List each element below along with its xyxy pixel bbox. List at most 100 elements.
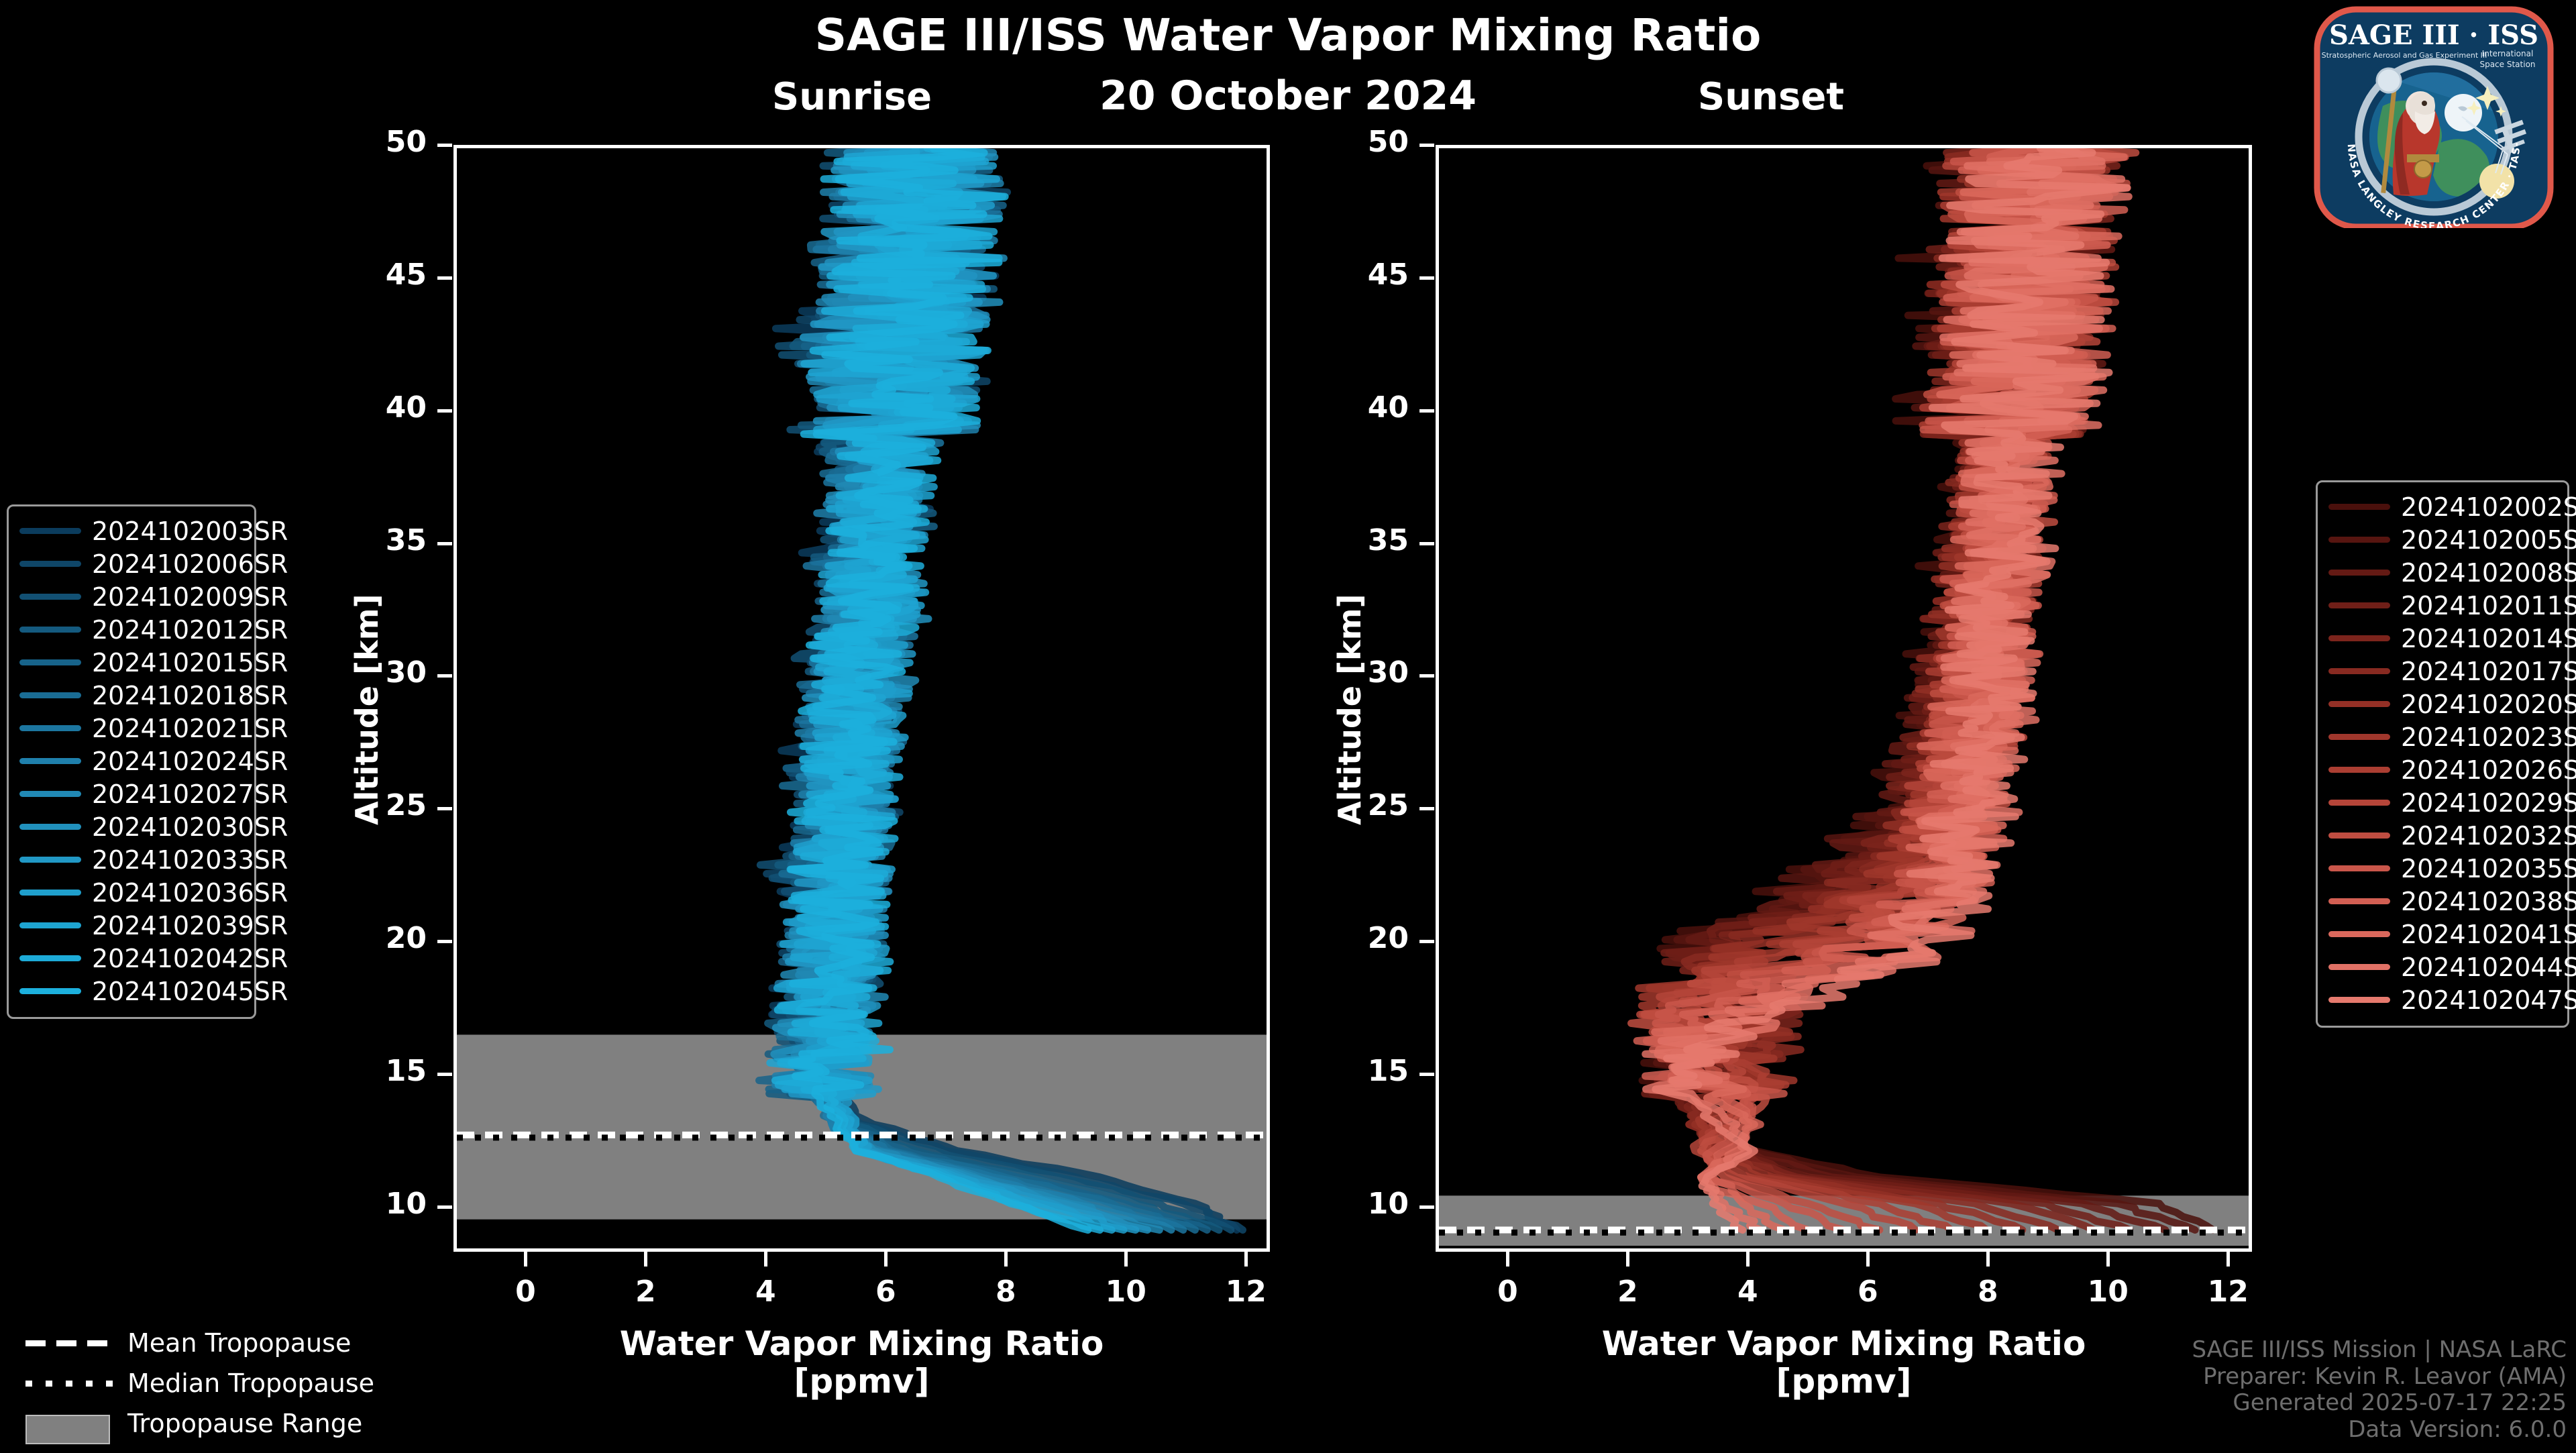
y-axis-tick-mark [437,1072,452,1076]
legend-item-label: 2024102024SR [92,746,288,776]
legend-color-swatch [2328,997,2390,1003]
legend-item[interactable]: 2024102002SS [2328,490,2576,523]
legend-item-label: 2024102005SS [2401,525,2576,555]
legend-item[interactable]: 2024102003SR [19,515,288,547]
y-axis-tick-label: 20 [385,921,427,956]
y-axis-tick-mark [437,807,452,811]
legend-item-label: 2024102006SR [92,549,288,579]
sunrise-profiles-plot [457,148,1267,1234]
legend-item-label: 2024102047SS [2401,985,2576,1015]
legend-item-label: 2024102020SS [2401,689,2576,719]
legend-sunrise[interactable]: 2024102003SR 2024102006SR 2024102009SR 2024… [7,504,288,1019]
legend-item-label: 2024102011SS [2401,590,2576,621]
y-axis-tick-mark [437,409,452,413]
y-axis-tick-mark [1419,144,1434,147]
y-axis-tick-mark [1419,674,1434,678]
legend-item[interactable]: 2024102005SS [2328,523,2576,556]
legend-color-swatch [19,922,81,928]
x-axis-tick-label: 12 [1225,1275,1267,1309]
plot-panel-sunset[interactable] [1436,145,2252,1252]
x-axis-tick-label: 8 [995,1275,1016,1309]
legend-color-swatch [19,890,81,896]
x-axis-label-line1: Water Vapor Mixing Ratio [619,1324,1104,1363]
legend-color-swatch [2328,701,2390,707]
legend-color-swatch [19,758,81,764]
legend-item[interactable]: 2024102014SS [2328,622,2576,655]
legend-item[interactable]: 2024102029SS [2328,786,2576,819]
legend-color-swatch [19,725,81,731]
legend-item-label: 2024102026SS [2401,755,2576,785]
x-axis-tick-label: 10 [2087,1275,2129,1309]
y-axis-tick-mark [1419,541,1434,545]
legend-item[interactable]: 2024102006SR [19,547,288,580]
y-axis-tick-mark [437,541,452,545]
plot-panel-sunrise[interactable] [453,145,1270,1252]
legend-item[interactable]: 2024102045SR [19,975,288,1008]
credit-line-version: Data Version: 6.0.0 [2348,1416,2567,1444]
legend-item-label: 2024102045SR [92,976,288,1006]
x-axis-tick-label: 4 [1737,1275,1758,1309]
y-axis-tick-mark [1419,276,1434,280]
legend-item-median-tropopause: Median Tropopause [25,1363,374,1403]
legend-sunset[interactable]: 2024102002SS2024102005SS2024102008SS2024… [2316,480,2576,1028]
legend-item[interactable]: 2024102009SR [19,580,288,613]
legend-item[interactable]: 2024102012SR [19,613,288,646]
legend-color-swatch [2328,668,2390,674]
legend-item-label: 2024102014SS [2401,623,2576,653]
legend-color-swatch [2328,898,2390,904]
legend-item[interactable]: 2024102039SR [19,909,288,942]
legend-item-label: 2024102041SS [2401,919,2576,949]
y-axis-tick-label: 25 [385,788,427,823]
legend-color-swatch [2328,504,2390,510]
patch-title: SAGE III · ISS [2329,19,2538,51]
x-axis-tick-label: 12 [2207,1275,2249,1309]
profile-line [1646,148,2112,1234]
legend-item[interactable]: 2024102017SS [2328,655,2576,688]
legend-item[interactable]: 2024102024SR [19,745,288,777]
legend-item[interactable]: 2024102036SR [19,876,288,909]
legend-color-swatch [2328,537,2390,543]
x-axis-tick-mark [1244,1252,1248,1267]
legend-color-swatch [19,791,81,797]
legend-item[interactable]: 2024102035SS [2328,852,2576,885]
legend-item-label: 2024102027SR [92,779,288,809]
legend-color-swatch [2328,767,2390,773]
legend-item[interactable]: 2024102041SS [2328,918,2576,951]
legend-item[interactable]: 2024102030SR [19,810,288,843]
legend-item[interactable]: 2024102027SR [19,777,288,810]
legend-item[interactable]: 2024102032SS [2328,819,2576,852]
legend-item[interactable]: 2024102015SR [19,646,288,679]
legend-item[interactable]: 2024102020SS [2328,688,2576,720]
legend-color-swatch [2328,570,2390,576]
legend-item[interactable]: 2024102021SR [19,712,288,745]
legend-item-label: 2024102021SR [92,713,288,743]
legend-item[interactable]: 2024102042SR [19,942,288,975]
legend-item[interactable]: 2024102011SS [2328,589,2576,622]
legend-item[interactable]: 2024102033SR [19,843,288,876]
x-axis-tick-mark [1506,1252,1510,1267]
x-axis-label-line2: [ppmv] [794,1362,930,1401]
legend-color-swatch [19,824,81,830]
legend-item-label: 2024102039SR [92,910,288,940]
x-axis-tick-mark [1124,1252,1128,1267]
x-axis-tick-mark [1626,1252,1630,1267]
profile-line [773,148,1092,1234]
dashed-line-icon [25,1334,113,1352]
legend-item[interactable]: 2024102044SS [2328,951,2576,983]
legend-item[interactable]: 2024102018SR [19,679,288,712]
x-axis-tick-mark [1004,1252,1008,1267]
legend-item[interactable]: 2024102047SS [2328,983,2576,1016]
y-axis-tick-label: 35 [1367,523,1409,557]
legend-color-swatch [2328,602,2390,608]
y-axis-tick-mark [437,1205,452,1209]
sage-iii-iss-mission-patch-logo: SAGE III · ISS Stratospheric Aerosol and… [2302,5,2554,228]
x-axis-tick-mark [884,1252,888,1267]
legend-item[interactable]: 2024102023SS [2328,720,2576,753]
y-axis-tick-label: 50 [385,125,427,159]
legend-item[interactable]: 2024102008SS [2328,556,2576,589]
x-axis-label-sunrise: Water Vapor Mixing Ratio [ppmv] [453,1325,1270,1400]
x-axis-tick-label: 2 [635,1275,656,1309]
legend-item[interactable]: 2024102038SS [2328,885,2576,918]
x-axis-tick-mark [1866,1252,1870,1267]
legend-item[interactable]: 2024102026SS [2328,753,2576,786]
